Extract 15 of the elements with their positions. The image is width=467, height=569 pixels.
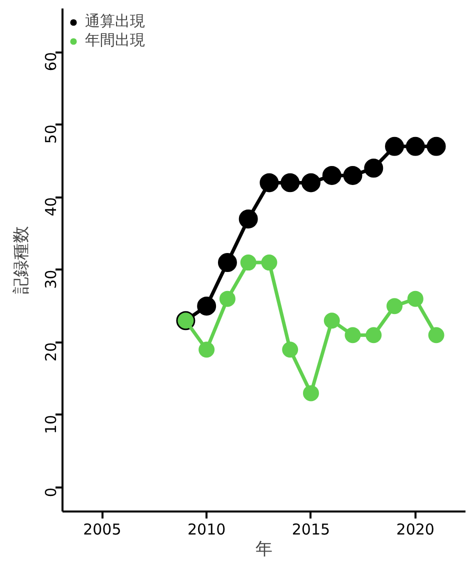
y-tick-label: 20 (42, 342, 60, 362)
x-tick-label: 2015 (292, 520, 330, 538)
x-tick-label: 2010 (187, 520, 226, 538)
x-tick-label: 2020 (396, 520, 434, 538)
legend-label: 通算出現 (85, 12, 145, 31)
y-tick-label: 0 (42, 488, 60, 498)
y-axis-title: 記録種数 (12, 226, 32, 294)
y-tick-label: 30 (42, 270, 60, 289)
y-tick-label: 40 (42, 197, 60, 216)
x-tick-label: 2005 (83, 520, 122, 538)
y-tick-label: 10 (42, 414, 60, 434)
legend-label: 年間出現 (85, 31, 145, 50)
y-tick-label: 50 (42, 124, 60, 144)
y-tick-label: 60 (42, 52, 60, 72)
x-axis-title: 年 (256, 540, 272, 560)
